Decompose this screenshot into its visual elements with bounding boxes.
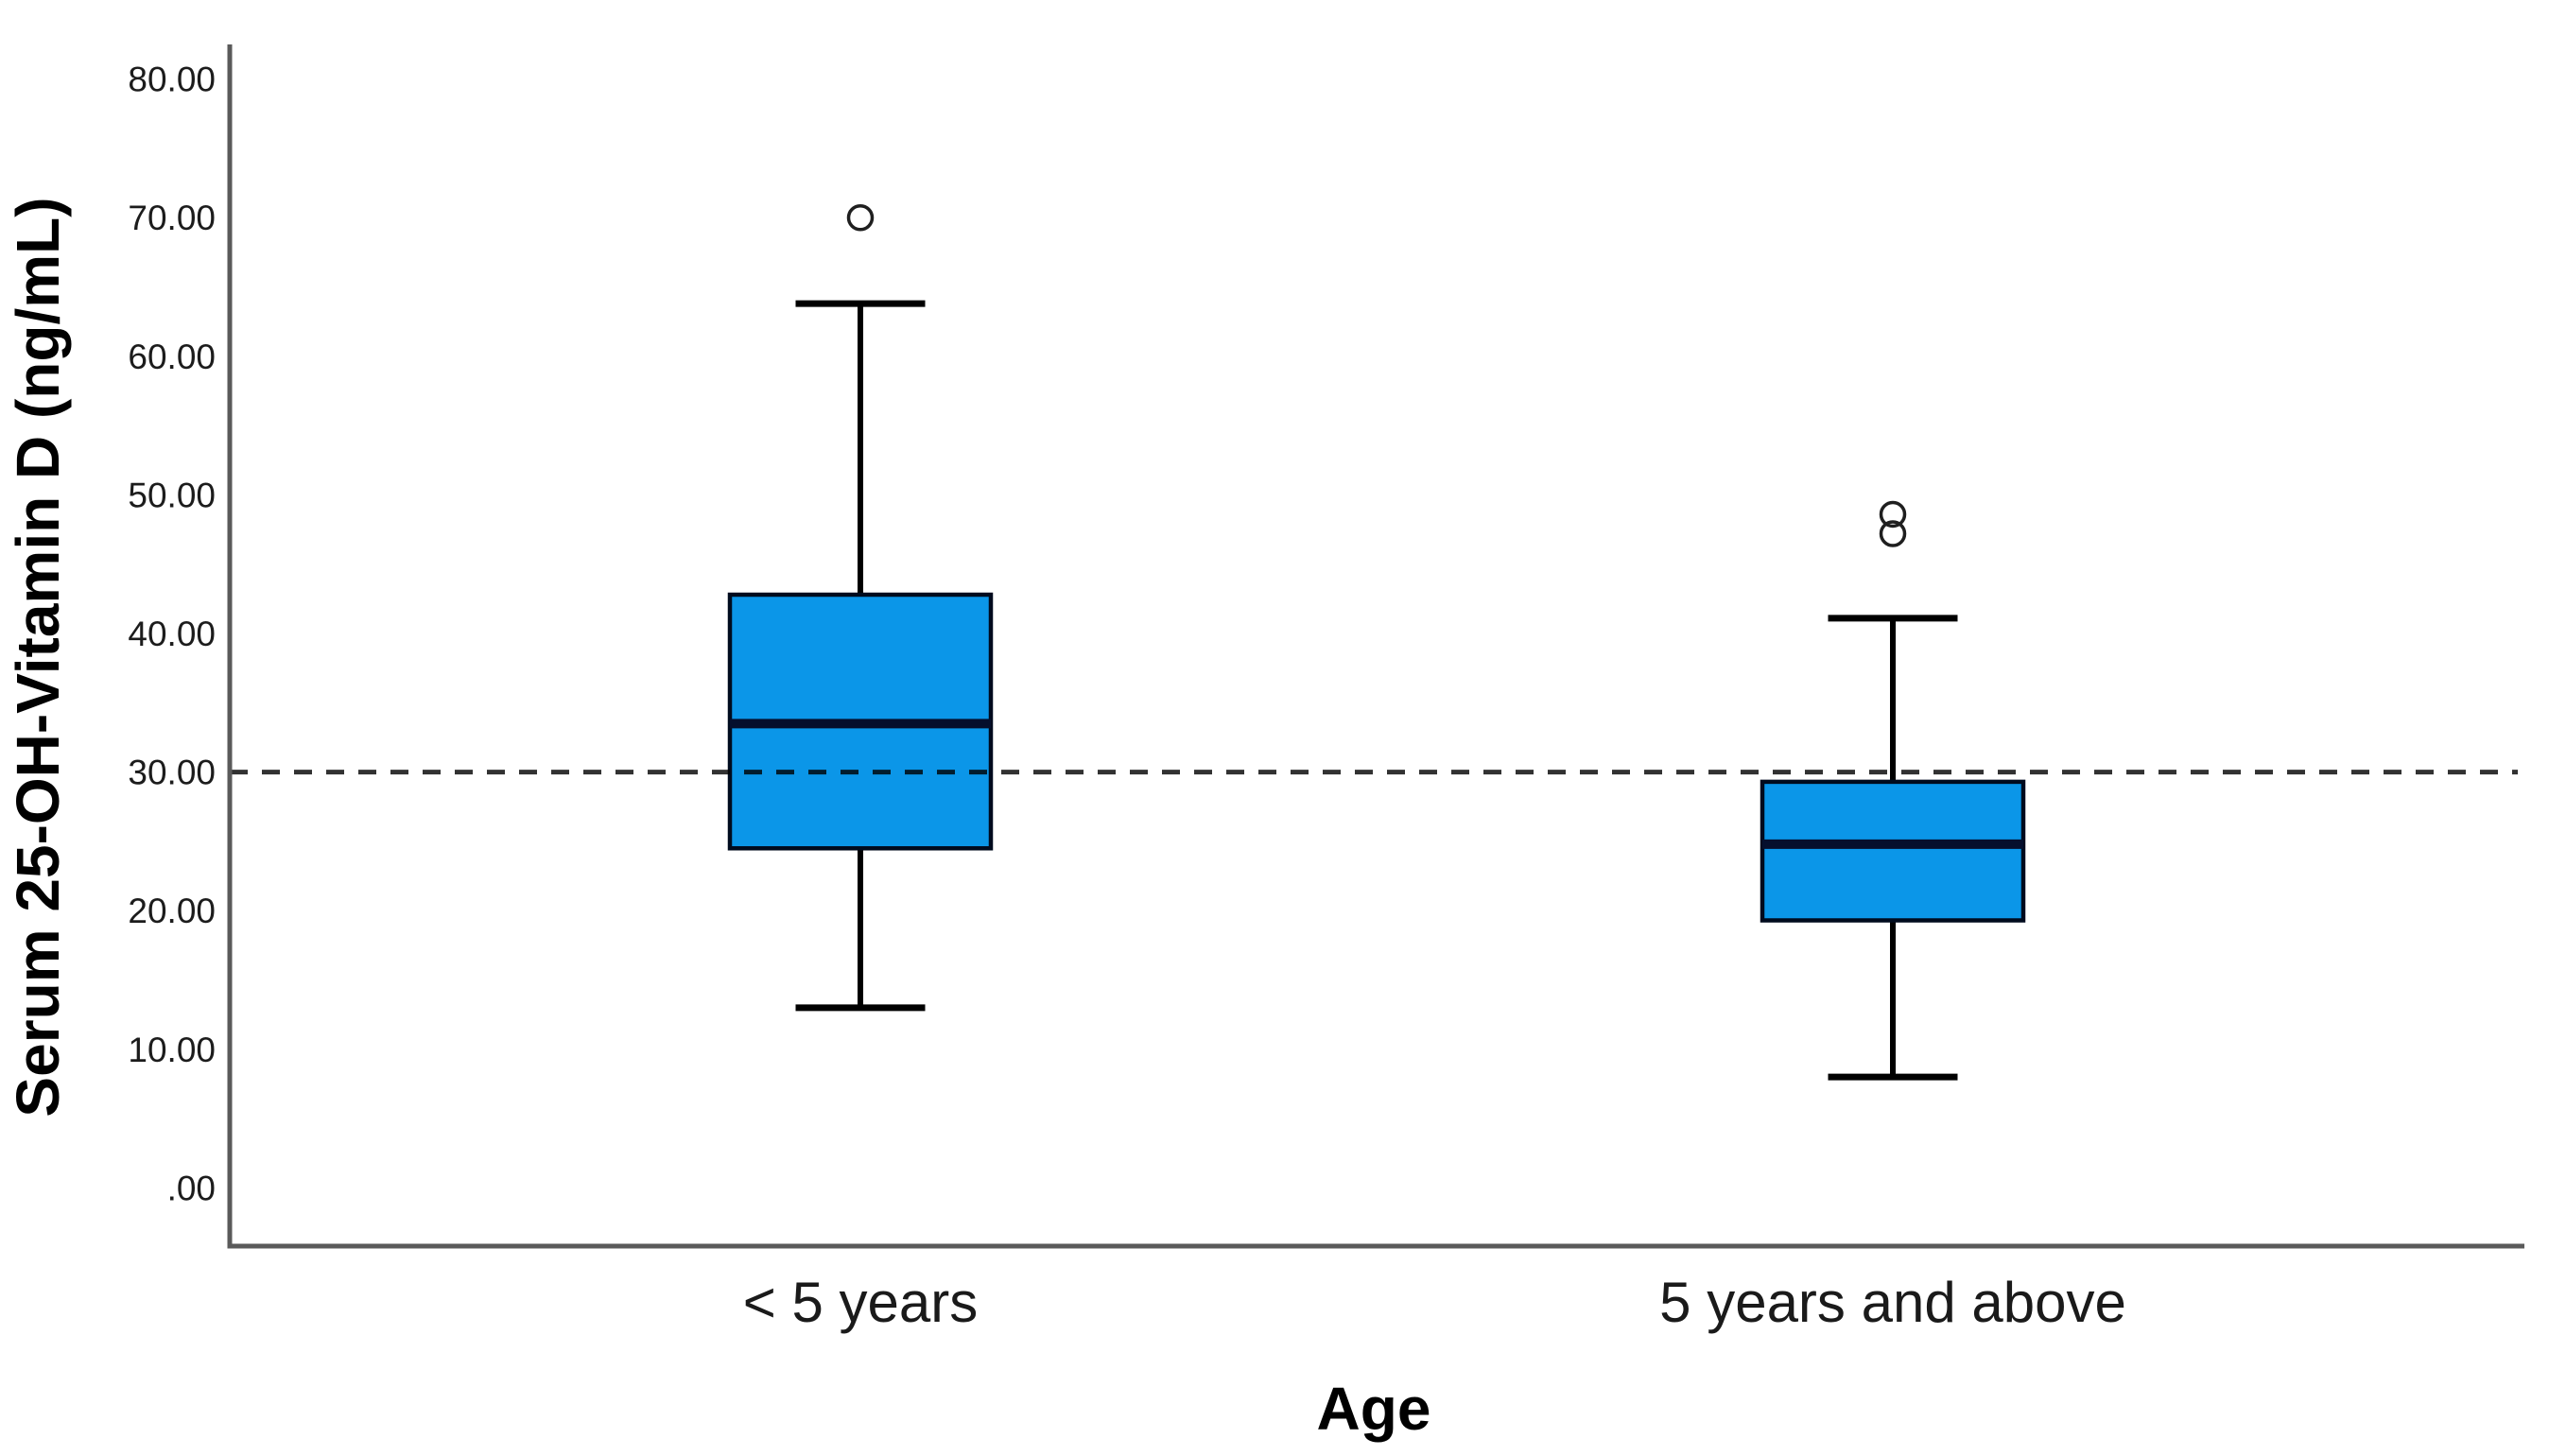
iqr-box xyxy=(1760,779,2026,923)
y-tick-label: .00 xyxy=(167,1169,216,1207)
y-axis-title: Serum 25-OH-Vitamin D (ng/mL) xyxy=(4,197,72,1117)
outlier-point xyxy=(846,203,875,232)
x-axis-title: Age xyxy=(1317,1375,1431,1443)
y-tick-label: 10.00 xyxy=(128,1031,216,1069)
y-tick-label: 20.00 xyxy=(128,892,216,930)
outlier-point xyxy=(1879,520,1907,547)
y-tick-label: 70.00 xyxy=(128,199,216,237)
y-tick-label: 80.00 xyxy=(128,61,216,99)
chart-generated-layer: .00 10.00 20.00 30.00 40.00 50.00 60.00 70.00 80… xyxy=(128,44,2524,1334)
y-tick-label: 50.00 xyxy=(128,476,216,514)
x-category-label: < 5 years xyxy=(743,1271,978,1334)
y-tick-label: 60.00 xyxy=(128,338,216,376)
y-tick-label: 30.00 xyxy=(128,754,216,792)
x-category-label: 5 years and above xyxy=(1659,1271,2126,1334)
y-tick-label: 40.00 xyxy=(128,615,216,653)
outlier-point xyxy=(1879,500,1907,529)
